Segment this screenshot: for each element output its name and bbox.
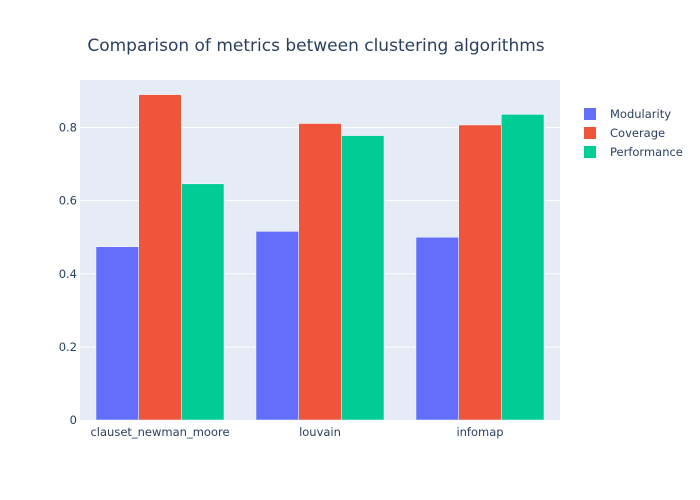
legend-swatch [584, 127, 596, 139]
bar-performance-louvain[interactable] [341, 135, 385, 421]
bar-coverage-clauset-newman-moore[interactable] [138, 94, 182, 421]
legend-label: Performance [610, 145, 683, 159]
bars [95, 94, 545, 421]
legend-swatch [584, 108, 596, 120]
bar-performance-infomap[interactable] [501, 114, 545, 421]
chart-title: Comparison of metrics between clustering… [87, 36, 544, 56]
bar-performance-clauset-newman-moore[interactable] [181, 183, 225, 421]
legend-item-coverage[interactable]: Coverage [584, 126, 665, 140]
x-tick-label: clauset_newman_moore [90, 425, 229, 439]
bar-coverage-louvain[interactable] [298, 123, 342, 421]
y-tick-label: 0.4 [59, 267, 77, 281]
y-tick-label: 0.8 [59, 121, 77, 135]
y-tick-label: 0.6 [59, 194, 77, 208]
legend-label: Modularity [610, 107, 671, 121]
legend-label: Coverage [610, 126, 665, 140]
x-tick-label: infomap [456, 425, 503, 439]
bar-coverage-infomap[interactable] [458, 124, 502, 421]
y-tick-label: 0 [70, 413, 77, 427]
legend-swatch [584, 146, 596, 158]
legend-item-performance[interactable]: Performance [584, 145, 683, 159]
bar-modularity-louvain[interactable] [255, 231, 299, 421]
x-axis-ticks: clauset_newman_moore louvain infomap [90, 425, 503, 439]
bar-modularity-clauset-newman-moore[interactable] [95, 246, 139, 421]
x-tick-label: louvain [299, 425, 341, 439]
bar-modularity-infomap[interactable] [415, 236, 459, 421]
y-tick-label: 0.2 [59, 340, 77, 354]
legend[interactable]: Modularity Coverage Performance [584, 107, 683, 159]
y-axis-ticks: 0 0.2 0.4 0.6 0.8 [59, 121, 77, 427]
legend-item-modularity[interactable]: Modularity [584, 107, 671, 121]
